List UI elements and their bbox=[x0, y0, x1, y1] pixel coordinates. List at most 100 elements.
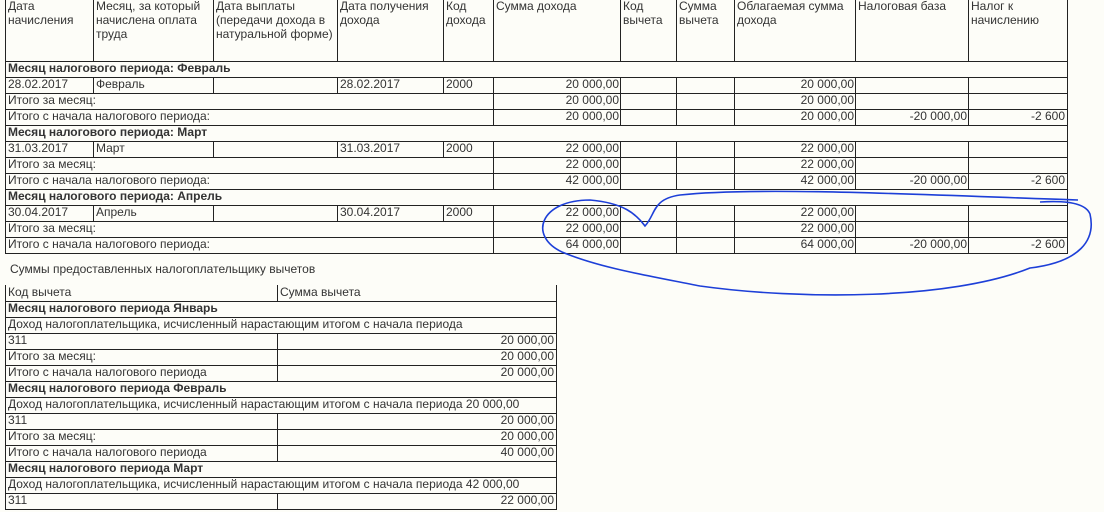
empty-cell bbox=[620, 141, 677, 158]
table-cell: 22 000,00 bbox=[734, 141, 856, 158]
table-cell: 22 000,00 bbox=[493, 221, 621, 238]
section-heading: Суммы предоставленных налогоплательщику … bbox=[10, 262, 316, 276]
table-cell: 22 000,00 bbox=[734, 205, 856, 222]
table-cell: Итого за месяц: bbox=[5, 221, 494, 238]
table-cell: 20 000,00 bbox=[493, 109, 621, 126]
empty-cell bbox=[855, 141, 969, 158]
table-cell: 2000 bbox=[443, 77, 494, 94]
income-line: Доход налогоплательщика, исчисленный нар… bbox=[5, 477, 557, 494]
section-title: Месяц налогового периода: Март bbox=[5, 125, 1068, 142]
table-cell: 42 000,00 bbox=[734, 173, 856, 190]
table-cell: Итого с начала налогового периода bbox=[5, 445, 278, 462]
table-cell: 22 000,00 bbox=[493, 141, 621, 158]
empty-cell bbox=[620, 205, 677, 222]
empty-cell bbox=[968, 221, 1068, 238]
table-cell: Февраль bbox=[93, 77, 214, 94]
table-cell: Итого за месяц: bbox=[5, 93, 494, 110]
empty-cell bbox=[676, 141, 735, 158]
table-cell: -2 600 bbox=[968, 173, 1068, 190]
table-cell: 30.04.2017 bbox=[337, 205, 444, 222]
table-cell: 22 000,00 bbox=[734, 221, 856, 238]
table-cell: 20 000,00 bbox=[734, 109, 856, 126]
empty-cell bbox=[620, 157, 677, 174]
table-cell: -20 000,00 bbox=[855, 173, 969, 190]
table-cell: Итого за месяц: bbox=[5, 349, 278, 366]
empty-cell bbox=[855, 157, 969, 174]
income-text: Доход налогоплательщика, исчисленный нар… bbox=[8, 477, 463, 491]
column-header: Месяц, за который начислена оплата труда bbox=[93, 0, 214, 62]
empty-cell bbox=[676, 77, 735, 94]
empty-cell bbox=[620, 77, 677, 94]
table-cell: 20 000,00 bbox=[493, 77, 621, 94]
column-header: Сумма вычета bbox=[277, 285, 557, 302]
income-line: Доход налогоплательщика, исчисленный нар… bbox=[5, 397, 557, 414]
column-header: Код вычета bbox=[5, 285, 278, 302]
table-cell: 31.03.2017 bbox=[337, 141, 444, 158]
empty-cell bbox=[213, 77, 338, 94]
table-cell: 40 000,00 bbox=[277, 445, 557, 462]
table-cell: 22 000,00 bbox=[734, 157, 856, 174]
empty-cell bbox=[676, 237, 735, 254]
empty-cell bbox=[855, 77, 969, 94]
table-cell: Март bbox=[93, 141, 214, 158]
empty-cell bbox=[620, 237, 677, 254]
table-cell: -2 600 bbox=[968, 237, 1068, 254]
empty-cell bbox=[620, 109, 677, 126]
table-cell: 22 000,00 bbox=[493, 157, 621, 174]
table-cell: Итого с начала налогового периода: bbox=[5, 237, 494, 254]
column-header: Дата получения дохода bbox=[337, 0, 444, 62]
table-cell: 2000 bbox=[443, 141, 494, 158]
section-title: Месяц налогового периода Февраль bbox=[5, 381, 557, 398]
empty-cell bbox=[855, 93, 969, 110]
empty-cell bbox=[968, 157, 1068, 174]
income-text: Доход налогоплательщика, исчисленный нар… bbox=[8, 317, 463, 331]
income-amount: 20 000,00 bbox=[465, 397, 520, 411]
income-text: Доход налогоплательщика, исчисленный нар… bbox=[8, 397, 463, 411]
income-line: Доход налогоплательщика, исчисленный нар… bbox=[5, 317, 557, 334]
table-cell: 30.04.2017 bbox=[5, 205, 94, 222]
empty-cell bbox=[676, 221, 735, 238]
column-header: Налог к начислению bbox=[968, 0, 1068, 62]
table-cell: Итого за месяц: bbox=[5, 429, 278, 446]
table-cell: 311 bbox=[5, 493, 278, 510]
section-title: Месяц налогового периода Март bbox=[5, 461, 557, 478]
table-cell: Итого с начала налогового периода bbox=[5, 365, 278, 382]
column-header: Код вычета bbox=[620, 0, 677, 62]
empty-cell bbox=[676, 93, 735, 110]
table-cell: 20 000,00 bbox=[734, 93, 856, 110]
empty-cell bbox=[620, 93, 677, 110]
table-cell: 20 000,00 bbox=[493, 93, 621, 110]
table-cell: 64 000,00 bbox=[734, 237, 856, 254]
table-cell: 20 000,00 bbox=[277, 349, 557, 366]
column-header: Код дохода bbox=[443, 0, 494, 62]
section-title: Месяц налогового периода Январь bbox=[5, 301, 557, 318]
table-cell: -20 000,00 bbox=[855, 109, 969, 126]
column-header: Дата выплаты (передачи дохода в натураль… bbox=[213, 0, 338, 62]
section-title: Месяц налогового периода: Апрель bbox=[5, 189, 1068, 206]
column-header: Дата начисления bbox=[5, 0, 94, 62]
table-cell: -2 600 bbox=[968, 109, 1068, 126]
table-cell: 20 000,00 bbox=[734, 77, 856, 94]
empty-cell bbox=[676, 157, 735, 174]
column-header: Облагаемая сумма дохода bbox=[734, 0, 856, 62]
table-cell: Апрель bbox=[93, 205, 214, 222]
empty-cell bbox=[855, 221, 969, 238]
empty-cell bbox=[676, 109, 735, 126]
empty-cell bbox=[620, 221, 677, 238]
empty-cell bbox=[213, 205, 338, 222]
empty-cell bbox=[620, 173, 677, 190]
empty-cell bbox=[968, 77, 1068, 94]
table-cell: 28.02.2017 bbox=[5, 77, 94, 94]
column-header: Сумма вычета bbox=[676, 0, 735, 62]
table-cell: 20 000,00 bbox=[277, 413, 557, 430]
column-header: Сумма дохода bbox=[493, 0, 621, 62]
table-cell: 64 000,00 bbox=[493, 237, 621, 254]
table-cell: 311 bbox=[5, 413, 278, 430]
table-cell: 28.02.2017 bbox=[337, 77, 444, 94]
table-cell: 20 000,00 bbox=[277, 429, 557, 446]
empty-cell bbox=[676, 205, 735, 222]
column-header: Налоговая база bbox=[855, 0, 969, 62]
table-cell: 42 000,00 bbox=[493, 173, 621, 190]
table-cell: 20 000,00 bbox=[277, 333, 557, 350]
